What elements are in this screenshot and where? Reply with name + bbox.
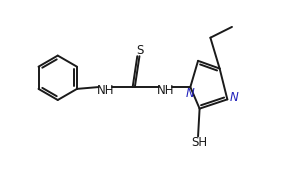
Text: NH: NH	[97, 84, 114, 97]
Text: NH: NH	[157, 84, 175, 97]
Text: SH: SH	[191, 136, 208, 149]
Text: N: N	[185, 87, 194, 100]
Text: S: S	[136, 44, 143, 57]
Text: N: N	[230, 91, 239, 104]
